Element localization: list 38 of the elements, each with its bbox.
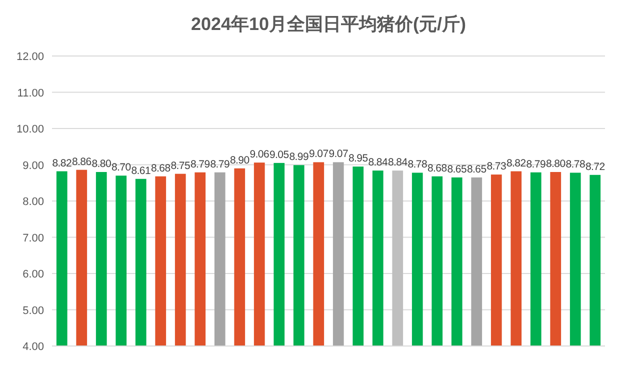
- y-tick-label: 5.00: [22, 304, 44, 317]
- data-label: 8.78: [408, 158, 428, 171]
- data-label: 8.95: [348, 152, 368, 165]
- y-tick-label: 4.00: [22, 341, 44, 353]
- y-tick-label: 6.00: [22, 268, 44, 280]
- data-label: 8.65: [447, 163, 467, 176]
- title: 2024年10月全国日平均猪价(元/斤): [190, 14, 466, 34]
- data-label: 8.79: [526, 158, 546, 170]
- data-label: 8.99: [289, 151, 309, 164]
- data-label: 8.84: [368, 156, 388, 169]
- data-label: 8.86: [72, 156, 92, 168]
- data-label: 8.75: [170, 160, 190, 172]
- y-tick-label: 11.00: [17, 87, 44, 100]
- y-tick-label: 8.00: [22, 196, 44, 208]
- data-label: 8.79: [190, 158, 210, 170]
- data-label: 8.68: [151, 162, 171, 174]
- data-label: 8.65: [467, 163, 487, 176]
- data-label: 8.82: [506, 157, 526, 170]
- data-label: 8.68: [428, 162, 448, 174]
- y-tick-label: 12.00: [16, 51, 44, 63]
- data-label: 8.79: [210, 158, 230, 170]
- data-label: 9.07: [309, 148, 329, 160]
- data-label: 8.82: [52, 157, 72, 170]
- data-label: 8.84: [388, 156, 408, 169]
- data-label: 8.61: [131, 164, 151, 177]
- y-tick-label: 7.00: [22, 232, 44, 244]
- data-label: 8.70: [112, 162, 132, 174]
- data-label: 9.07: [328, 148, 348, 160]
- y-tick-label: 10.00: [16, 124, 44, 136]
- data-label: 9.05: [270, 148, 290, 161]
- data-label: 8.72: [586, 160, 606, 173]
- data-label: 8.80: [546, 158, 566, 170]
- data-label: 8.80: [92, 158, 112, 170]
- data-label: 9.06: [250, 148, 270, 161]
- y-tick-label: 9.00: [22, 160, 44, 172]
- data-label: 8.78: [566, 158, 586, 171]
- data-label: 8.90: [230, 154, 250, 166]
- data-label: 8.73: [486, 160, 506, 173]
